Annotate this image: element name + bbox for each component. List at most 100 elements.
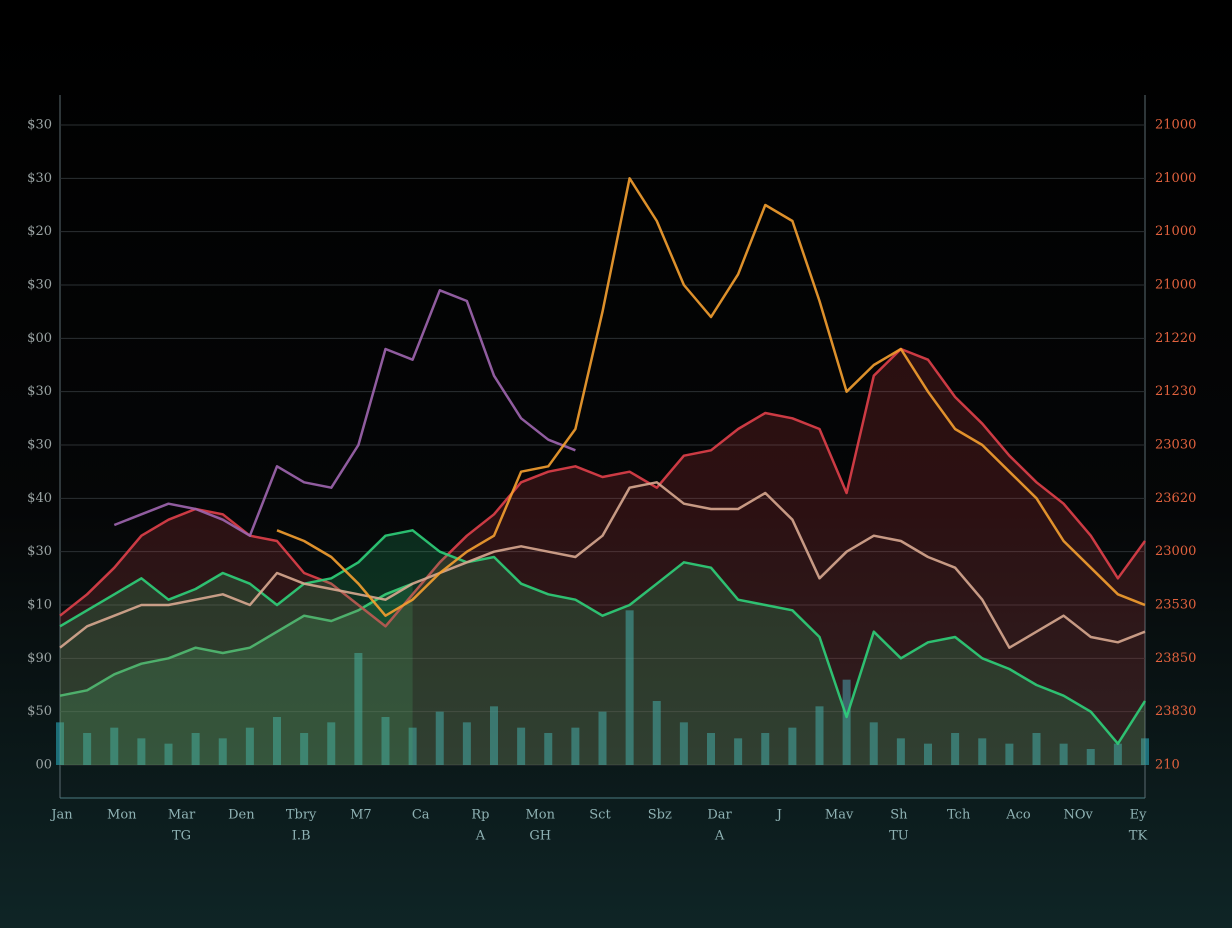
x-tick-label: M7 — [350, 808, 372, 823]
y2-tick-label: 23830 — [1155, 704, 1196, 719]
volume-bar — [1059, 743, 1068, 765]
series-line — [59, 347, 1147, 628]
y-tick-label: $00 — [27, 331, 52, 346]
y-tick-label: $90 — [27, 651, 52, 666]
y2-tick-label: 23030 — [1155, 438, 1196, 453]
y-tick-label: $30 — [27, 544, 52, 559]
volume-bar — [245, 727, 254, 765]
volume-bar — [924, 743, 932, 765]
x-tick-label: Jan — [49, 808, 73, 823]
volume-bar — [110, 727, 119, 765]
y-tick-label: $20 — [27, 224, 52, 239]
volume-bar — [761, 733, 770, 765]
y-tick-label: $30 — [27, 438, 52, 453]
series-line — [59, 582, 414, 697]
y2-tick-label: 21000 — [1155, 224, 1196, 239]
volume-bar — [734, 738, 743, 765]
y-tick-label: 00 — [35, 758, 52, 773]
x-tick-label: Mar — [168, 808, 196, 823]
y-tick-label: $30 — [27, 118, 52, 133]
volume-bar — [707, 733, 715, 765]
volume-bar — [598, 711, 607, 765]
volume-bar — [435, 711, 444, 765]
y2-tick-label: 210 — [1155, 758, 1180, 773]
series-line — [59, 481, 1146, 649]
x-tick-label: Sct — [589, 808, 611, 823]
y-tick-label: $30 — [27, 278, 52, 293]
y-tick-label: $50 — [27, 704, 52, 719]
x-tick-label: Mon — [107, 808, 137, 823]
x-tick-label: NOv — [1064, 808, 1094, 823]
volume-bar — [951, 733, 960, 765]
volume-bar — [490, 706, 498, 765]
volume-bar — [571, 727, 580, 765]
x-tick-sublabel: GH — [529, 829, 551, 844]
volume-bar — [83, 733, 92, 765]
x-tick-sublabel: I.B — [292, 829, 311, 844]
x-tick-label: J — [775, 808, 782, 823]
x-tick-label: Dar — [707, 808, 732, 823]
y2-tick-label: 23850 — [1155, 651, 1196, 666]
x-tick-sublabel: TG — [172, 829, 191, 844]
volume-bar — [56, 722, 64, 765]
y-tick-label: $40 — [27, 491, 52, 506]
series-line — [113, 289, 576, 537]
x-tick-label: Den — [228, 808, 255, 823]
x-tick-label: Ey — [1130, 808, 1147, 823]
volume-bar — [354, 653, 363, 765]
volume-bar — [1086, 749, 1095, 765]
volume-bar — [327, 722, 336, 765]
volume-bar — [273, 717, 281, 765]
volume-bar — [1113, 743, 1122, 765]
volume-bar — [788, 727, 797, 765]
y2-tick-label: 23530 — [1155, 598, 1196, 613]
volume-bar — [462, 722, 471, 765]
volume-bar — [978, 738, 987, 765]
x-tick-label: Tch — [947, 808, 971, 823]
x-tick-label: Rp — [471, 808, 489, 823]
x-tick-sublabel: TU — [889, 829, 909, 844]
volume-bar — [381, 717, 390, 765]
x-tick-label: Mon — [525, 808, 555, 823]
y2-tick-label: 21000 — [1155, 118, 1196, 133]
y-tick-label: $10 — [27, 598, 52, 613]
volume-bar — [679, 722, 688, 765]
x-tick-sublabel: A — [475, 829, 486, 844]
volume-bar — [164, 743, 173, 765]
volume-bar — [896, 738, 905, 765]
volume-bar — [517, 727, 526, 765]
x-tick-label: Tbry — [286, 808, 317, 823]
x-tick-sublabel: TK — [1129, 829, 1148, 844]
y2-tick-label: 21230 — [1155, 384, 1196, 399]
series-area — [60, 349, 1145, 765]
series-area — [60, 583, 413, 765]
y-tick-label: $30 — [27, 171, 52, 186]
volume-bar — [137, 738, 146, 765]
x-tick-label: Aco — [1005, 808, 1031, 823]
volume-bar — [191, 733, 200, 765]
y2-tick-label: 21000 — [1155, 171, 1196, 186]
volume-bar — [1005, 743, 1014, 765]
volume-bar — [625, 610, 634, 765]
y2-tick-label: 23620 — [1155, 491, 1196, 506]
y2-tick-label: 21000 — [1155, 278, 1196, 293]
volume-bar — [218, 738, 227, 765]
y-tick-label: $30 — [27, 384, 52, 399]
volume-bar — [842, 679, 851, 765]
volume-bar — [1141, 738, 1149, 765]
volume-bar — [652, 701, 661, 765]
volume-bar — [300, 733, 309, 765]
x-tick-sublabel: A — [714, 829, 725, 844]
x-tick-label: Sbz — [648, 808, 672, 823]
volume-bar — [544, 733, 553, 765]
x-tick-label: Ca — [412, 808, 430, 823]
x-tick-label: Mav — [825, 808, 854, 823]
y2-tick-label: 21220 — [1155, 331, 1196, 346]
series-line — [276, 177, 1146, 617]
volume-bar — [408, 727, 417, 765]
volume-bar — [815, 706, 824, 765]
series-line — [59, 529, 1147, 745]
